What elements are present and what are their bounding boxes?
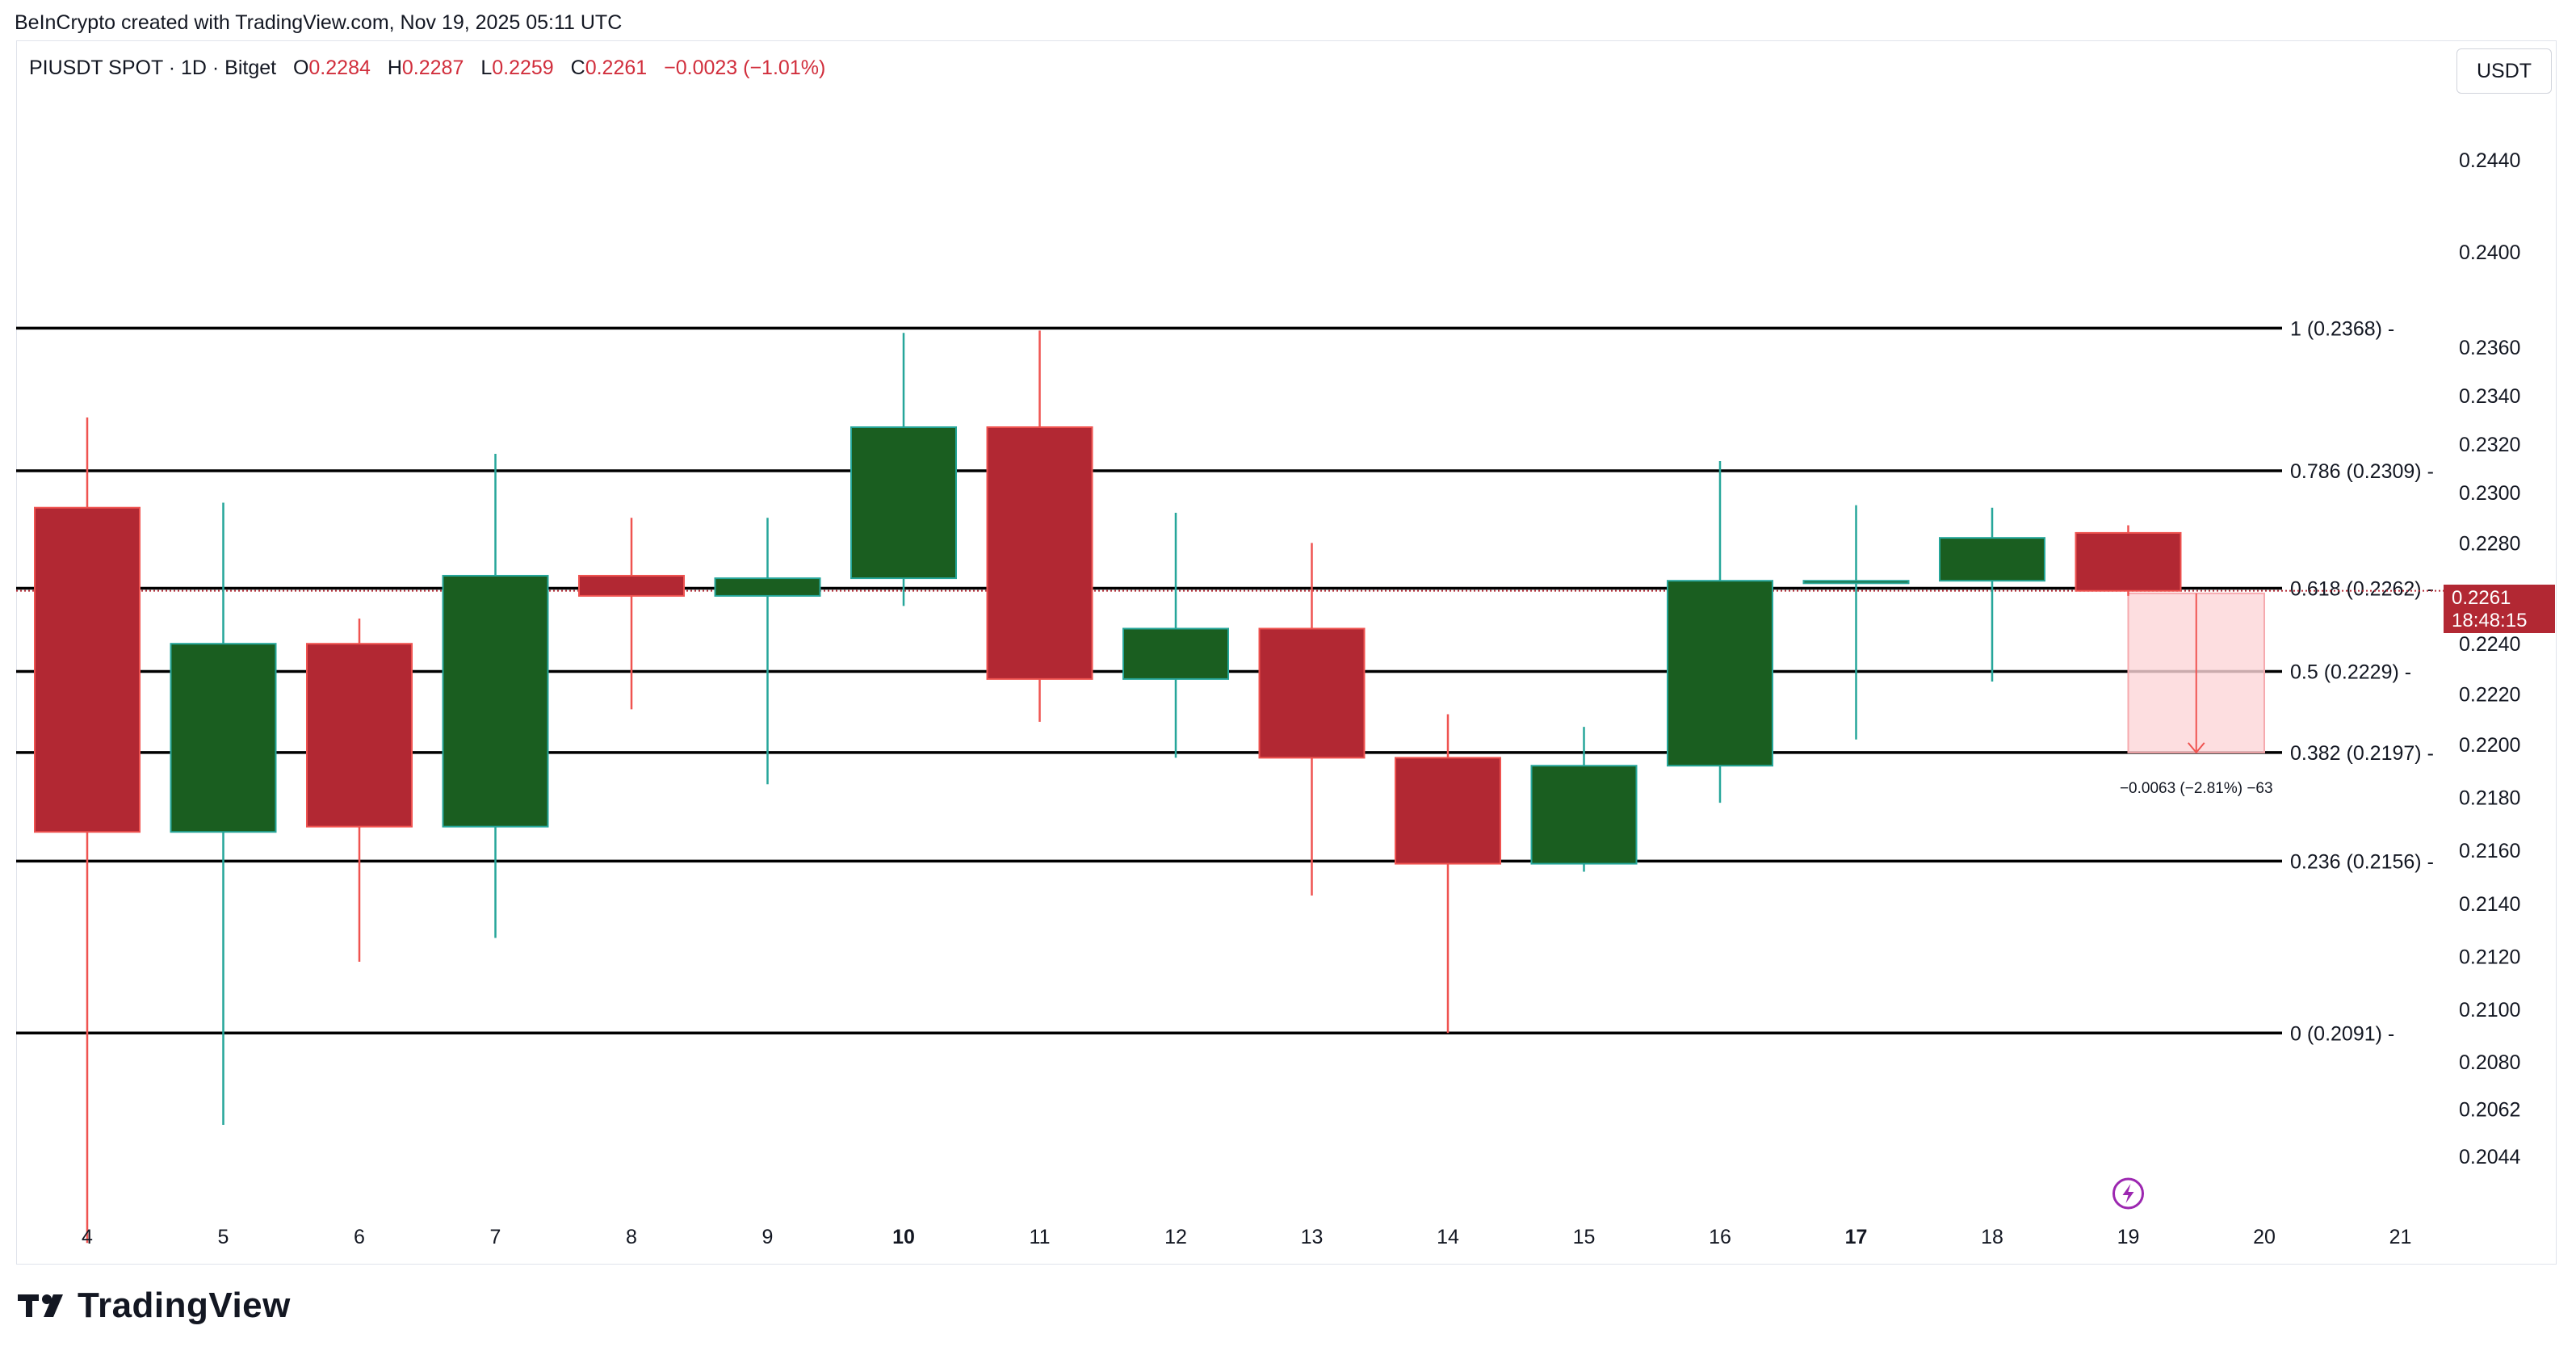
y-axis-tick-label: 0.2400 (2459, 241, 2520, 264)
high-value: 0.2287 (401, 57, 464, 79)
close-value: 0.2261 (585, 57, 648, 79)
candle-body (1258, 627, 1366, 759)
candle-body (1395, 757, 1501, 865)
change-value: −0.0023 (−1.01%) (664, 57, 826, 79)
fib-level-label: 0.236 (0.2156) - (2290, 850, 2434, 873)
low-value: 0.2259 (492, 57, 554, 79)
x-axis-tick-label: 7 (490, 1226, 501, 1248)
open-value: 0.2284 (308, 57, 371, 79)
x-axis-tick-label: 14 (1437, 1226, 1459, 1248)
tradingview-logo[interactable]: TradingView (18, 1286, 291, 1326)
symbol-name[interactable]: PIUSDT SPOT · 1D · Bitget (29, 57, 277, 79)
candle-body (578, 574, 685, 597)
candle-body (850, 426, 957, 580)
symbol-ohlc-line: PIUSDT SPOT · 1D · Bitget O0.2284 H0.228… (29, 57, 837, 80)
y-axis-tick-label: 0.2340 (2459, 385, 2520, 408)
candle-body (2075, 531, 2182, 592)
y-axis-tick-label: 0.2160 (2459, 840, 2520, 862)
fib-level-label: 1 (0.2368) - (2290, 317, 2394, 340)
candle-body (442, 574, 549, 828)
open-label: O (292, 57, 309, 79)
candle-body (1530, 765, 1638, 865)
y-axis-tick-label: 0.2100 (2459, 999, 2520, 1021)
y-axis-tick-label: 0.2280 (2459, 532, 2520, 555)
y-axis-tick-label: 0.2300 (2459, 482, 2520, 505)
candle-body (1939, 537, 2045, 582)
y-axis-tick-label: 0.2140 (2459, 893, 2520, 916)
close-label: C (570, 57, 585, 79)
x-axis-tick-label: 16 (1709, 1226, 1731, 1248)
x-axis-tick-label: 5 (218, 1226, 229, 1248)
fib-level-label: 0.786 (0.2309) - (2290, 460, 2434, 483)
y-axis-tick-label: 0.2080 (2459, 1051, 2520, 1074)
chart-frame[interactable] (16, 40, 2557, 1265)
measure-label: −0.0063 (−2.81%) −63 (2120, 780, 2273, 797)
y-axis-tick-label: 0.2220 (2459, 684, 2520, 707)
y-axis-tick-label: 0.2044 (2459, 1146, 2521, 1168)
tradingview-wordmark: TradingView (78, 1286, 291, 1325)
lightning-icon (2112, 1177, 2144, 1210)
fib-level-label: 0 (0.2091) - (2290, 1022, 2394, 1045)
candle-body (1122, 627, 1229, 680)
x-axis-tick-label: 20 (2253, 1226, 2276, 1248)
candle-body (306, 643, 413, 828)
x-axis-tick-label: 4 (82, 1226, 93, 1248)
high-label: H (387, 57, 402, 79)
y-axis-tick-label: 0.2120 (2459, 946, 2520, 968)
chart-credit: BeInCrypto created with TradingView.com,… (15, 11, 623, 34)
lightning-bolt (2122, 1184, 2134, 1203)
candle-body (714, 577, 821, 597)
candle-body (1802, 580, 1910, 585)
measure-arrowhead (2187, 742, 2205, 754)
candle-body (170, 643, 277, 833)
y-axis-tick-label: 0.2200 (2459, 734, 2520, 757)
x-axis-tick-label: 18 (1981, 1226, 2003, 1248)
candle-body (1667, 580, 1773, 767)
tradingview-logo-icon (18, 1294, 63, 1317)
x-axis-tick-label: 9 (762, 1226, 774, 1248)
fib-level-label: 0.382 (0.2197) - (2290, 742, 2434, 765)
currency-button[interactable]: USDT (2456, 48, 2552, 94)
y-axis-tick-label: 0.2320 (2459, 434, 2520, 456)
x-axis-tick-label: 6 (354, 1226, 365, 1248)
x-axis-tick-label: 13 (1301, 1226, 1324, 1248)
bar-countdown: 18:48:15 (2452, 610, 2528, 631)
candle-body (986, 426, 1093, 680)
candle-body (34, 506, 141, 833)
fib-level-label: 0.5 (0.2229) - (2290, 661, 2411, 684)
x-axis-tick-label: 17 (1845, 1226, 1868, 1248)
y-axis-tick-label: 0.2360 (2459, 337, 2520, 359)
low-label: L (480, 57, 493, 79)
x-axis-tick-label: 21 (2389, 1226, 2412, 1248)
x-axis-tick-label: 8 (626, 1226, 637, 1248)
x-axis-tick-label: 19 (2117, 1226, 2140, 1248)
y-axis-tick-label: 0.2180 (2459, 787, 2520, 810)
y-axis-tick-label: 0.2240 (2459, 633, 2520, 656)
x-axis-tick-label: 10 (892, 1226, 915, 1248)
fib-level-label: 0.618 (0.2262) - (2290, 578, 2434, 601)
y-axis-tick-label: 0.2062 (2459, 1099, 2520, 1122)
x-axis-tick-label: 11 (1030, 1226, 1051, 1248)
y-axis-tick-label: 0.2440 (2459, 149, 2520, 172)
last-price-value: 0.2261 (2452, 587, 2511, 609)
x-axis-tick-label: 15 (1573, 1226, 1596, 1248)
last-price-tag: 0.2261 18:48:15 (2444, 585, 2555, 633)
x-axis-tick-label: 12 (1164, 1226, 1187, 1248)
